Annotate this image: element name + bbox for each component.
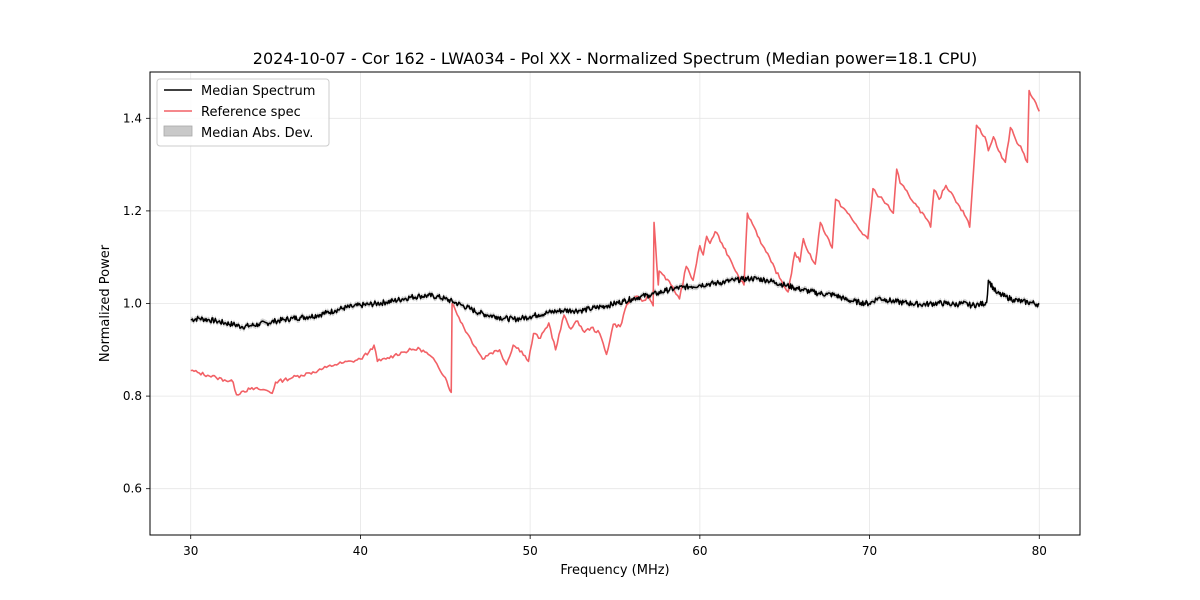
- legend-median-label: Median Spectrum: [201, 84, 315, 99]
- y-tick-label: 1.4: [123, 111, 142, 125]
- legend-mad-label: Median Abs. Dev.: [201, 126, 313, 141]
- x-tick-label: 50: [523, 544, 538, 558]
- x-tick-label: 60: [692, 544, 707, 558]
- legend-mad-swatch: [163, 125, 193, 137]
- series-line-median-spectrum: [190, 275, 1040, 330]
- series-line-reference-spec: [190, 89, 1040, 396]
- x-axis-label: Frequency (MHz): [560, 563, 669, 578]
- y-tick-label: 1.2: [123, 204, 142, 218]
- legend-reference-label: Reference spec: [201, 105, 301, 120]
- y-tick-label: 0.8: [123, 389, 142, 403]
- x-tick-label: 70: [862, 544, 877, 558]
- ticks: 30 40 50 60 70 80 0.6 0.8 1.0 1.2 1.4: [123, 111, 1047, 558]
- x-tick-label: 30: [183, 544, 198, 558]
- legend: Median Spectrum Reference spec Median Ab…: [156, 78, 330, 147]
- series-layer: [190, 89, 1040, 396]
- legend-box: [156, 78, 330, 147]
- x-tick-label: 40: [353, 544, 368, 558]
- grid: [150, 72, 1080, 535]
- y-tick-label: 0.6: [123, 482, 142, 496]
- y-axis-label: Normalized Power: [98, 244, 113, 362]
- y-tick-label: 1.0: [123, 297, 142, 311]
- x-tick-label: 80: [1032, 544, 1047, 558]
- chart-title: 2024-10-07 - Cor 162 - LWA034 - Pol XX -…: [253, 49, 977, 68]
